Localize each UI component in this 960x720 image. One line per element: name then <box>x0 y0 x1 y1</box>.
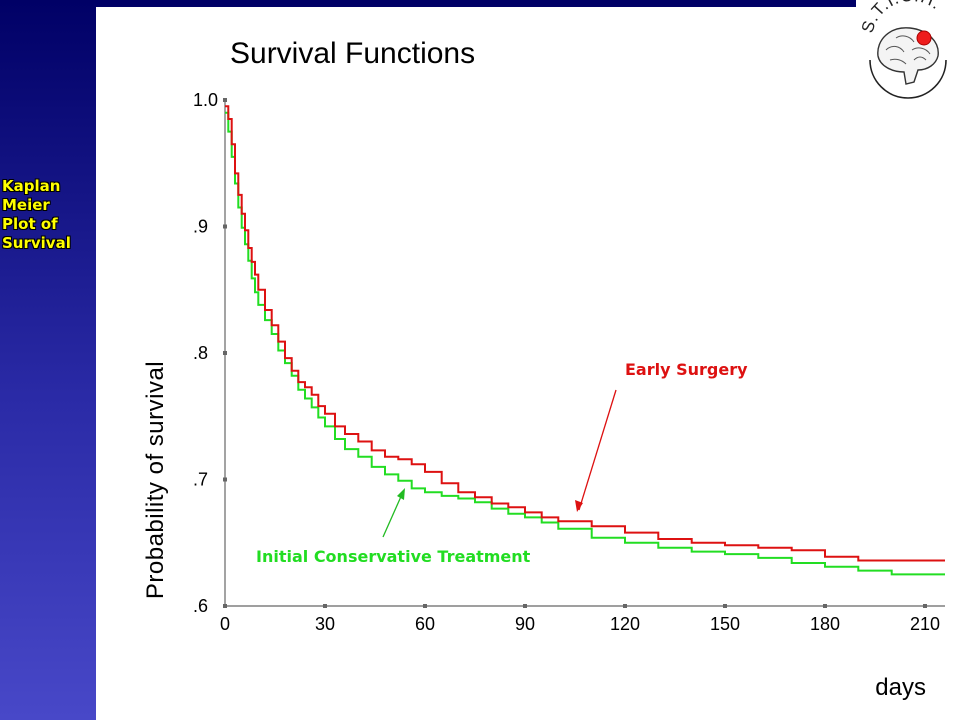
early-surgery-arrowhead <box>575 500 583 512</box>
y-tick-label: 1.0 <box>193 90 218 110</box>
y-tick-mark <box>223 604 227 608</box>
x-tick-label: 0 <box>220 614 230 634</box>
logo-red-dot <box>916 30 932 46</box>
y-tick-mark <box>223 477 227 482</box>
x-tick-label: 180 <box>810 614 840 634</box>
x-tick-label: 90 <box>515 614 535 634</box>
x-tick-label: 30 <box>315 614 335 634</box>
y-tick-label: .8 <box>193 343 208 363</box>
sidebar-label-line: Meier <box>2 196 50 214</box>
y-ticks: .6 .7 .8 .9 1.0 <box>193 90 227 616</box>
series-line-initial-conservative-treatment <box>225 111 945 576</box>
series-line-early-surgery <box>225 105 945 562</box>
y-axis-label: Probability of survival <box>142 361 169 599</box>
sidebar-label: Kaplan Meier Plot of Survival <box>2 177 94 253</box>
early-surgery-arrow <box>578 389 617 511</box>
x-tick-mark <box>623 604 627 608</box>
y-tick-mark <box>223 351 227 355</box>
x-tick-mark <box>923 604 927 608</box>
x-tick-label: 210 <box>910 614 940 634</box>
conservative-annotation: Initial Conservative Treatment <box>256 547 531 566</box>
chart-panel <box>96 7 960 720</box>
chart-title: Survival Functions <box>230 37 475 70</box>
x-tick-mark <box>323 604 327 608</box>
early-surgery-annotation: Early Surgery <box>625 360 748 379</box>
x-tick-mark <box>423 604 427 608</box>
y-tick-label: .9 <box>193 217 208 237</box>
stich-logo-graphic: S.T.I.C.H. <box>858 0 947 99</box>
sidebar-label-line: Kaplan <box>2 177 61 195</box>
conservative-arrowhead <box>397 488 405 500</box>
x-tick-mark <box>723 604 727 608</box>
x-tick-label: 120 <box>610 614 640 634</box>
y-tick-mark <box>223 98 227 102</box>
x-tick-mark <box>523 604 527 608</box>
y-tick-label: .7 <box>193 470 208 490</box>
y-tick-label: .6 <box>193 596 208 616</box>
conservative-arrow <box>382 491 404 538</box>
series-layer <box>225 105 945 576</box>
stich-logo: S.T.I.C.H. <box>856 0 960 104</box>
x-tick-mark <box>823 604 827 608</box>
x-tick-label: 150 <box>710 614 740 634</box>
x-tick-label: 60 <box>415 614 435 634</box>
sidebar-label-line: Plot of <box>2 215 58 233</box>
sidebar-label-line: Survival <box>2 234 71 252</box>
y-tick-mark <box>223 224 227 229</box>
x-axis-label: days <box>875 674 926 701</box>
x-ticks: 0 30 60 90 120 150 180 210 <box>220 604 940 634</box>
